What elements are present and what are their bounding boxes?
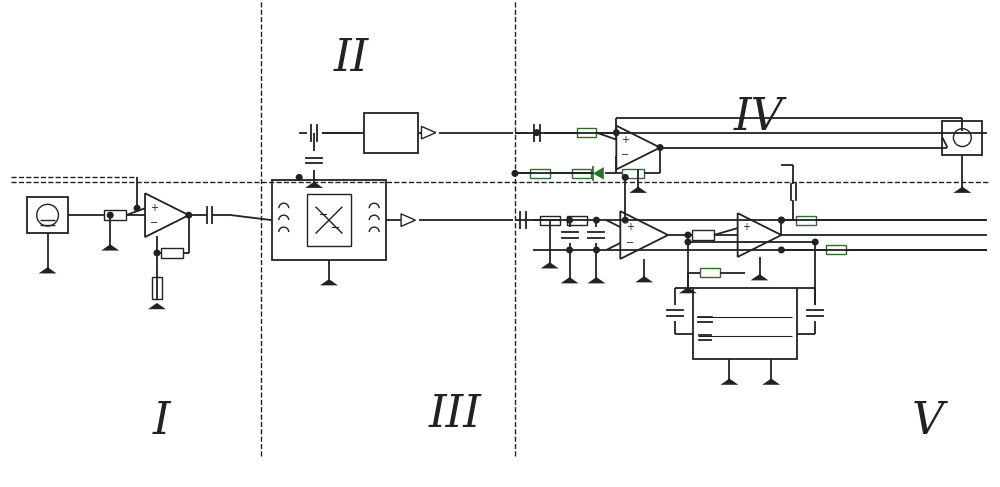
Text: −: − (626, 239, 634, 248)
Circle shape (107, 212, 113, 218)
Bar (622, 169, 644, 178)
Polygon shape (561, 277, 579, 283)
Bar (826, 245, 846, 254)
Text: +: + (150, 203, 158, 212)
Circle shape (134, 206, 140, 211)
Bar (272, 180, 386, 260)
Circle shape (622, 175, 628, 180)
Circle shape (186, 212, 192, 218)
Polygon shape (635, 276, 653, 282)
Text: −: − (742, 238, 750, 248)
Bar (161, 248, 183, 258)
Circle shape (567, 217, 572, 223)
Polygon shape (720, 378, 738, 385)
Bar (693, 288, 797, 359)
Bar (700, 268, 720, 277)
Bar (567, 216, 587, 225)
Text: II: II (333, 37, 368, 80)
Circle shape (534, 130, 540, 135)
Circle shape (779, 247, 784, 253)
Bar (27, 197, 68, 233)
Text: V: V (911, 399, 944, 443)
Text: III: III (429, 393, 482, 435)
Circle shape (779, 217, 784, 223)
Circle shape (622, 217, 628, 223)
Circle shape (779, 217, 784, 223)
Text: +: + (742, 223, 750, 232)
Polygon shape (751, 274, 768, 281)
Polygon shape (541, 262, 559, 268)
Polygon shape (320, 279, 338, 285)
Polygon shape (629, 187, 647, 193)
Polygon shape (762, 378, 780, 385)
Polygon shape (305, 182, 323, 188)
Circle shape (512, 170, 518, 176)
Bar (104, 210, 126, 220)
Text: +: + (626, 222, 634, 232)
Text: I: I (153, 399, 171, 443)
Bar (152, 277, 162, 299)
Bar (572, 169, 591, 178)
Bar (577, 128, 596, 137)
Bar (307, 194, 351, 246)
Polygon shape (587, 277, 605, 283)
Text: −: − (150, 218, 158, 228)
Circle shape (657, 145, 663, 150)
Polygon shape (593, 167, 604, 180)
Bar (796, 216, 816, 225)
Bar (942, 121, 982, 154)
Text: −: − (621, 150, 629, 160)
Bar (540, 216, 560, 225)
Polygon shape (148, 303, 166, 309)
Circle shape (594, 217, 599, 223)
Bar (530, 169, 550, 178)
Circle shape (812, 239, 818, 245)
Circle shape (296, 175, 302, 180)
Bar (692, 230, 714, 240)
Bar (364, 113, 418, 152)
Circle shape (614, 130, 619, 135)
Polygon shape (679, 287, 697, 293)
Circle shape (154, 250, 160, 256)
Circle shape (594, 247, 599, 253)
Polygon shape (101, 244, 119, 250)
Circle shape (685, 232, 691, 238)
Text: +: + (621, 135, 629, 145)
Polygon shape (39, 267, 57, 273)
Polygon shape (953, 187, 971, 193)
Circle shape (685, 239, 691, 245)
Circle shape (567, 247, 572, 253)
Text: IV: IV (734, 96, 783, 139)
